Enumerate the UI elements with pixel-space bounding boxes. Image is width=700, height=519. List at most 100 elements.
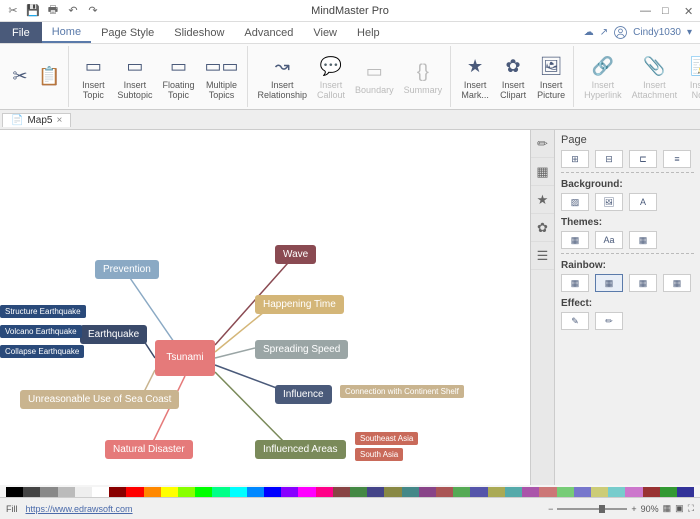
palette-swatch[interactable] — [298, 487, 315, 497]
cloud-icon[interactable]: ☁ — [584, 27, 594, 38]
ribbon-multiple-topics[interactable]: ▭▭MultipleTopics — [200, 46, 242, 107]
ribbon-📋[interactable]: 📋 — [34, 46, 64, 107]
theme-thumb[interactable]: ▦ — [629, 231, 657, 249]
palette-swatch[interactable] — [419, 487, 436, 497]
palette-swatch[interactable] — [195, 487, 212, 497]
subnode[interactable]: Structure Earthquake — [0, 305, 86, 318]
palette-swatch[interactable] — [557, 487, 574, 497]
subnode[interactable]: South Asia — [355, 448, 403, 461]
node-wave[interactable]: Wave — [275, 245, 316, 264]
side-tab-layout[interactable]: ▦ — [531, 158, 554, 186]
side-tab-outline[interactable]: ☰ — [531, 242, 554, 270]
palette-swatch[interactable] — [488, 487, 505, 497]
ribbon-insert-clipart[interactable]: ✿InsertClipart — [495, 46, 531, 107]
user-avatar-icon[interactable] — [614, 26, 627, 39]
subnode[interactable]: Connection with Continent Shelf — [340, 385, 464, 398]
palette-swatch[interactable] — [453, 487, 470, 497]
layout-thumb[interactable]: ⊏ — [629, 150, 657, 168]
rainbow-thumb[interactable]: ▦ — [561, 274, 589, 292]
subnode[interactable]: Volcano Earthquake — [0, 325, 82, 338]
palette-swatch[interactable] — [522, 487, 539, 497]
palette-swatch[interactable] — [247, 487, 264, 497]
palette-swatch[interactable] — [384, 487, 401, 497]
palette-swatch[interactable] — [470, 487, 487, 497]
palette-swatch[interactable] — [40, 487, 57, 497]
palette-swatch[interactable] — [75, 487, 92, 497]
ribbon-insert-subtopic[interactable]: ▭InsertSubtopic — [113, 46, 156, 107]
cut-icon[interactable]: ✂ — [6, 4, 20, 18]
menu-tab-slideshow[interactable]: Slideshow — [164, 22, 234, 43]
close-icon[interactable]: ✕ — [684, 5, 696, 17]
layout-thumb[interactable]: ≡ — [663, 150, 691, 168]
palette-swatch[interactable] — [264, 487, 281, 497]
palette-swatch[interactable] — [539, 487, 556, 497]
node-time[interactable]: Happening Time — [255, 295, 344, 314]
menu-tab-advanced[interactable]: Advanced — [234, 22, 303, 43]
menu-tab-help[interactable]: Help — [347, 22, 390, 43]
side-tab-clipart[interactable]: ✿ — [531, 214, 554, 242]
subnode[interactable]: Collapse Earthquake — [0, 345, 84, 358]
palette-swatch[interactable] — [92, 487, 109, 497]
side-tab-mark[interactable]: ★ — [531, 186, 554, 214]
bg-thumb[interactable]: 🖼 — [595, 193, 623, 211]
palette-swatch[interactable] — [591, 487, 608, 497]
palette-swatch[interactable] — [23, 487, 40, 497]
layout-thumb[interactable]: ⊞ — [561, 150, 589, 168]
document-tab[interactable]: 📄 Map5 × — [2, 113, 71, 127]
close-tab-icon[interactable]: × — [56, 115, 62, 126]
node-prevention[interactable]: Prevention — [95, 260, 159, 279]
ribbon-insert-picture[interactable]: 🖼InsertPicture — [533, 46, 569, 107]
central-node[interactable]: Tsunami — [155, 340, 215, 376]
file-menu[interactable]: File — [0, 22, 42, 43]
ribbon-floating-topic[interactable]: ▭FloatingTopic — [158, 46, 198, 107]
palette-swatch[interactable] — [402, 487, 419, 497]
theme-thumb[interactable]: Aa — [595, 231, 623, 249]
palette-swatch[interactable] — [677, 487, 694, 497]
save-icon[interactable]: 💾 — [26, 4, 40, 18]
rainbow-thumb[interactable]: ▦ — [595, 274, 623, 292]
menu-tab-home[interactable]: Home — [42, 22, 91, 43]
rainbow-thumb[interactable]: ▦ — [663, 274, 691, 292]
maximize-icon[interactable]: □ — [662, 5, 674, 17]
rainbow-thumb[interactable]: ▦ — [629, 274, 657, 292]
palette-swatch[interactable] — [643, 487, 660, 497]
canvas[interactable]: TsunamiPreventionEarthquakeUnreasonable … — [0, 130, 530, 485]
effect-thumb[interactable]: ✏ — [595, 312, 623, 330]
palette-swatch[interactable] — [58, 487, 75, 497]
palette-swatch[interactable] — [281, 487, 298, 497]
palette-swatch[interactable] — [212, 487, 229, 497]
user-dropdown-icon[interactable]: ▾ — [687, 27, 692, 38]
palette-swatch[interactable] — [608, 487, 625, 497]
ribbon-insert-relationship[interactable]: ↝InsertRelationship — [254, 46, 312, 107]
palette-swatch[interactable] — [660, 487, 677, 497]
menu-tab-page-style[interactable]: Page Style — [91, 22, 164, 43]
palette-swatch[interactable] — [126, 487, 143, 497]
palette-swatch[interactable] — [505, 487, 522, 497]
effect-thumb[interactable]: ✎ — [561, 312, 589, 330]
undo-icon[interactable]: ↶ — [66, 4, 80, 18]
palette-swatch[interactable] — [144, 487, 161, 497]
palette-swatch[interactable] — [625, 487, 642, 497]
layout-thumb[interactable]: ⊟ — [595, 150, 623, 168]
palette-swatch[interactable] — [109, 487, 126, 497]
theme-thumb[interactable]: ▦ — [561, 231, 589, 249]
print-icon[interactable]: 🖶 — [46, 4, 60, 18]
palette-swatch[interactable] — [350, 487, 367, 497]
palette-swatch[interactable] — [333, 487, 350, 497]
palette-swatch[interactable] — [161, 487, 178, 497]
side-tab-format[interactable]: ✏ — [531, 130, 554, 158]
palette-swatch[interactable] — [230, 487, 247, 497]
node-speed[interactable]: Spreading Speed — [255, 340, 348, 359]
user-name[interactable]: Cindy1030 — [633, 27, 681, 38]
node-disaster[interactable]: Natural Disaster — [105, 440, 193, 459]
node-areas[interactable]: Influenced Areas — [255, 440, 346, 459]
palette-swatch[interactable] — [6, 487, 23, 497]
share-icon[interactable]: ↗ — [600, 27, 608, 38]
palette-swatch[interactable] — [316, 487, 333, 497]
palette-swatch[interactable] — [178, 487, 195, 497]
node-coast[interactable]: Unreasonable Use of Sea Coast — [20, 390, 179, 409]
palette-swatch[interactable] — [367, 487, 384, 497]
ribbon-✂[interactable]: ✂ — [8, 46, 32, 107]
bg-thumb[interactable]: ▨ — [561, 193, 589, 211]
menu-tab-view[interactable]: View — [303, 22, 347, 43]
